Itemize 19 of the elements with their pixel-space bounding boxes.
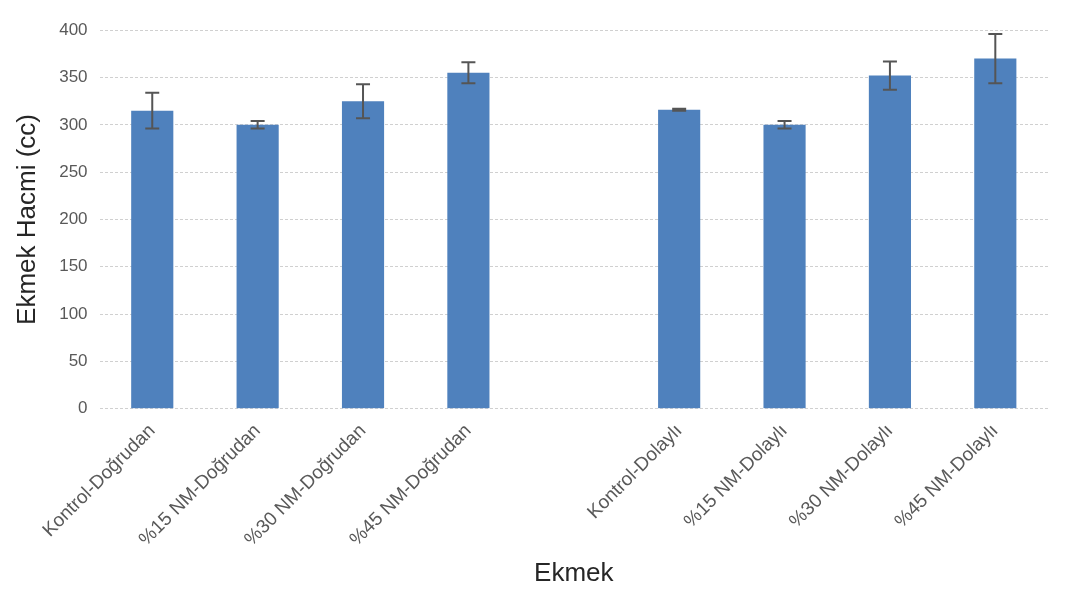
y-tick-label: 400 (59, 19, 88, 39)
y-tick-label: 200 (59, 209, 88, 229)
bar (236, 124, 279, 409)
y-axis-title: Ekmek Hacmi (cc) (10, 113, 41, 325)
x-axis-title: Ekmek (534, 556, 615, 587)
bar (974, 58, 1017, 409)
y-tick-label: 0 (78, 398, 88, 418)
bar (763, 124, 806, 409)
bar (447, 72, 490, 409)
y-tick-label: 50 (68, 351, 88, 371)
y-tick-label: 150 (59, 256, 88, 276)
bar (868, 75, 911, 409)
bar (658, 109, 701, 409)
bar (341, 101, 385, 409)
y-tick-label: 100 (59, 303, 88, 323)
bar (131, 110, 174, 409)
y-tick-label: 300 (59, 114, 88, 134)
y-tick-label: 350 (59, 67, 88, 87)
y-tick-label: 250 (59, 161, 88, 181)
